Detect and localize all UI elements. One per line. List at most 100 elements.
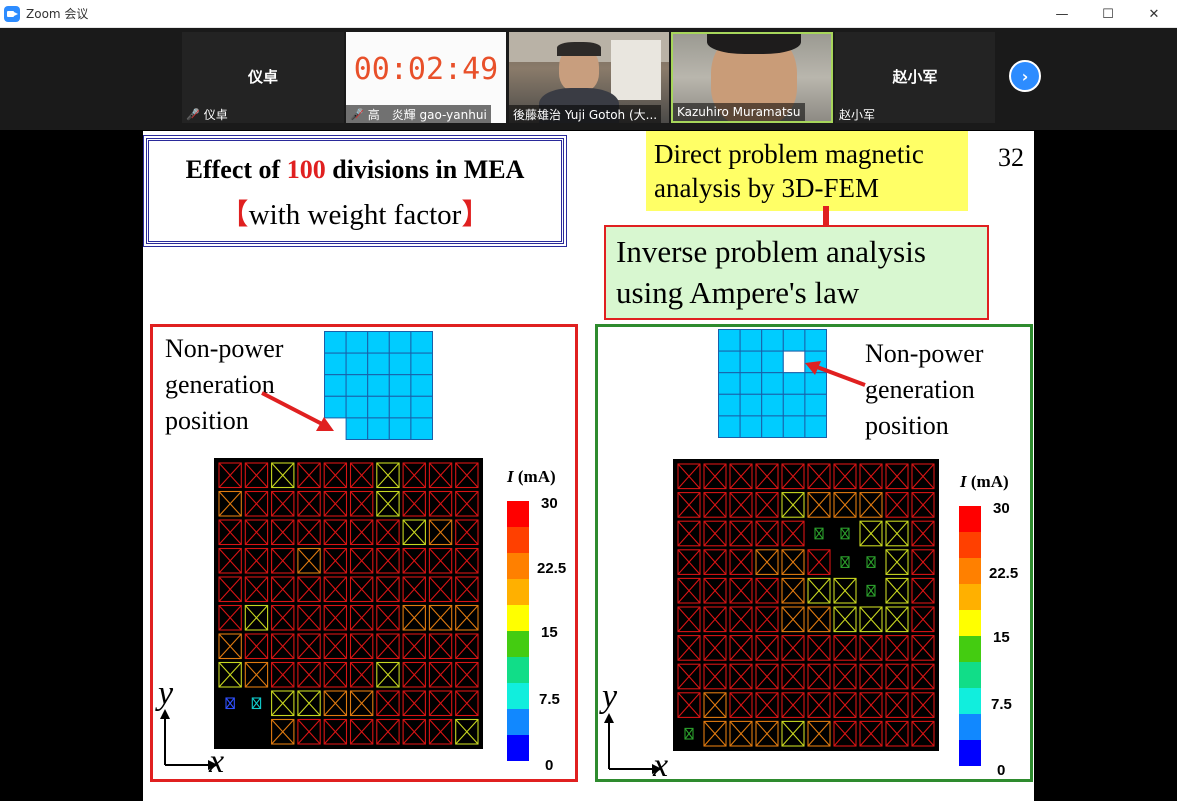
slide-title-box: Effect of 100 divisions in MEA 【with wei…	[143, 135, 567, 247]
mic-muted-icon: 🎤̸	[186, 107, 200, 121]
background-whiteboard	[611, 40, 661, 100]
inverse-problem-box: Inverse problem analysis using Ampere's …	[604, 225, 989, 320]
caption-text: Kazuhiro Muramatsu	[677, 105, 801, 119]
maximize-button[interactable]: ☐	[1102, 6, 1114, 22]
participant-video-tile[interactable]: 後藤雄治 Yuji Gotoh (大...	[509, 32, 669, 123]
close-button[interactable]: ✕	[1148, 6, 1160, 22]
inverse-line: Inverse problem analysis	[616, 234, 926, 269]
colorbar-segment	[507, 527, 529, 553]
label-line: Non-power	[865, 339, 984, 368]
colorbar-tick: 0	[545, 757, 554, 774]
colorbar-var: I	[507, 467, 514, 486]
colorbar-segment	[959, 636, 981, 662]
colorbar-tick: 30	[993, 500, 1010, 517]
participant-tile[interactable]: 00:02:49 🎤̸ 高 炎輝 gao-yanhui	[346, 32, 506, 123]
colorbar-tick: 7.5	[539, 691, 560, 708]
mea-electrode-grid	[324, 331, 434, 441]
label-line: position	[165, 406, 249, 435]
title-text: Effect of	[185, 155, 287, 184]
label-line: generation	[165, 370, 275, 399]
direct-line: analysis by 3D-FEM	[654, 173, 879, 203]
colorbar-title: I (mA)	[960, 472, 1009, 492]
colorbar-segment	[959, 740, 981, 766]
participant-name: 仪卓	[247, 68, 278, 86]
direct-problem-box: Direct problem magnetic analysis by 3D-F…	[646, 131, 968, 211]
title-number: 100	[286, 155, 326, 184]
participant-caption: 後藤雄治 Yuji Gotoh (大...	[509, 105, 662, 123]
colorbar-title: I (mA)	[507, 467, 556, 487]
colorbar-segment	[959, 506, 981, 532]
colorbar-segment	[959, 558, 981, 584]
zoom-app-icon	[4, 5, 20, 22]
participant-video-tile-active[interactable]: Kazuhiro Muramatsu	[671, 32, 833, 123]
participant-caption: 🎤̸ 高 炎輝 gao-yanhui	[346, 105, 491, 123]
minimize-button[interactable]: —	[1055, 6, 1069, 22]
colorbar-segment	[507, 683, 529, 709]
person-hair	[557, 42, 601, 56]
participant-caption: Kazuhiro Muramatsu	[673, 103, 805, 121]
colorbar-segment	[507, 631, 529, 657]
person-hair	[707, 34, 801, 54]
non-power-label: Non-power generation position	[865, 336, 983, 444]
colorbar-tick: 15	[541, 624, 558, 641]
shared-slide: 32 Effect of 100 divisions in MEA 【with …	[143, 131, 1034, 801]
y-axis-label: y	[158, 675, 174, 712]
mic-muted-icon: 🎤̸	[350, 107, 364, 121]
left-result-panel	[150, 324, 578, 782]
colorbar-var: I	[960, 472, 967, 491]
label-line: position	[865, 411, 949, 440]
direct-line: Direct problem magnetic	[654, 139, 924, 169]
window-titlebar: Zoom 会议 — ☐ ✕	[0, 0, 1177, 28]
label-line: generation	[865, 375, 975, 404]
current-heatmap	[214, 458, 483, 749]
current-heatmap	[673, 459, 939, 751]
pointer-arrow-icon	[805, 361, 866, 387]
colorbar-tick: 30	[541, 495, 558, 512]
window-title: Zoom 会议	[26, 7, 89, 21]
participant-strip: 仪卓 🎤̸ 仪卓 00:02:49 🎤̸ 高 炎輝 gao-yanhui 後藤雄…	[0, 28, 1177, 130]
colorbar-segment	[507, 553, 529, 579]
inverse-line: using Ampere's law	[616, 275, 860, 310]
colorbar-segment	[507, 709, 529, 735]
next-page-button[interactable]: ›	[1009, 60, 1041, 92]
y-axis-label: y	[602, 678, 618, 715]
colorbar-segment	[507, 579, 529, 605]
colorbar-tick: 0	[997, 762, 1006, 779]
chevron-right-icon: ›	[1021, 66, 1029, 86]
colorbar-tick: 22.5	[537, 560, 567, 577]
open-bracket: 【	[219, 199, 249, 231]
participant-caption: 🎤̸ 仪卓	[182, 105, 232, 123]
colorbar-segment	[959, 584, 981, 610]
close-bracket: 】	[461, 199, 491, 231]
colorbar-tick: 7.5	[991, 696, 1012, 713]
participant-caption: 赵小军	[835, 105, 879, 123]
participant-tile[interactable]: 赵小军 赵小军	[835, 32, 995, 123]
right-result-panel	[595, 324, 1033, 782]
colorbar-segment	[959, 662, 981, 688]
slide-page-number: 32	[998, 143, 1024, 172]
pointer-arrow-icon	[261, 391, 334, 431]
title-text: divisions in MEA	[325, 155, 525, 184]
participant-tile[interactable]: 仪卓 🎤̸ 仪卓	[182, 32, 344, 123]
colorbar-segment	[959, 532, 981, 558]
colorbar	[959, 506, 981, 766]
colorbar-segment	[507, 735, 529, 761]
colorbar-tick: 15	[993, 629, 1010, 646]
colorbar-segment	[507, 605, 529, 631]
colorbar-segment	[959, 688, 981, 714]
colorbar-segment	[507, 657, 529, 683]
colorbar-segment	[507, 501, 529, 527]
caption-text: 後藤雄治 Yuji Gotoh (大...	[513, 107, 658, 122]
colorbar-tick: 22.5	[989, 565, 1019, 582]
x-axis-label: x	[653, 747, 669, 784]
slide-title-line1: Effect of 100 divisions in MEA	[149, 155, 561, 185]
label-line: Non-power	[165, 334, 284, 363]
axis-arrows-icon	[160, 709, 218, 770]
colorbar-segment	[959, 714, 981, 740]
colorbar	[507, 501, 529, 761]
countdown-timer: 00:02:49	[353, 52, 499, 87]
colorbar-unit: (mA)	[513, 467, 556, 486]
caption-text: 高 炎輝 gao-yanhui	[367, 107, 487, 122]
caption-text: 赵小军	[839, 107, 876, 122]
non-power-label: Non-power generation position	[165, 331, 283, 439]
